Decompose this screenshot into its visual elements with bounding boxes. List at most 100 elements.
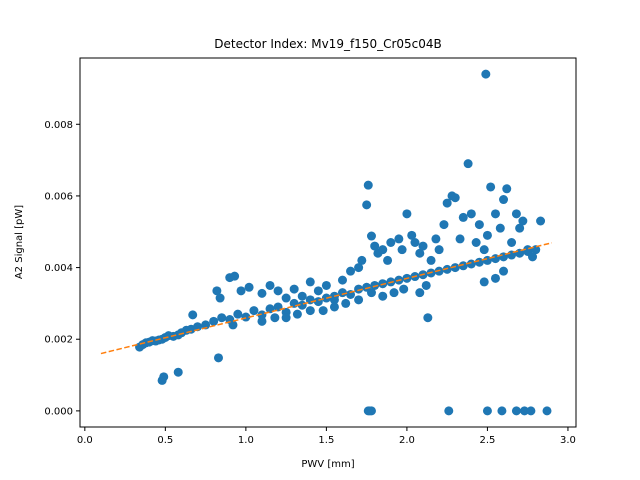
data-point	[257, 316, 267, 326]
data-point	[542, 406, 552, 416]
data-point	[362, 200, 372, 210]
data-point	[341, 298, 351, 308]
data-point	[366, 231, 376, 241]
data-point	[215, 293, 225, 303]
data-point	[526, 406, 536, 416]
data-point	[518, 216, 528, 226]
x-tick-label: 0.0	[77, 435, 93, 446]
data-point	[193, 322, 203, 332]
data-point	[458, 261, 468, 271]
data-points	[135, 69, 552, 416]
data-point	[217, 313, 227, 323]
data-point	[466, 209, 476, 219]
x-tick-label: 0.5	[157, 435, 173, 446]
data-point	[212, 286, 222, 296]
data-point	[431, 234, 441, 244]
data-point	[511, 209, 521, 219]
data-point	[474, 257, 484, 267]
x-tick-label: 1.0	[238, 435, 254, 446]
data-point	[486, 182, 496, 192]
data-point	[228, 320, 238, 330]
data-point	[490, 209, 500, 219]
data-point	[270, 313, 280, 323]
data-point	[499, 266, 509, 276]
data-point	[450, 193, 460, 203]
data-point	[439, 220, 449, 230]
data-point	[394, 234, 404, 244]
data-point	[329, 295, 339, 305]
data-point	[305, 306, 315, 316]
x-tick-label: 2.5	[479, 435, 495, 446]
data-point	[257, 310, 267, 320]
data-point	[329, 302, 339, 312]
data-point	[188, 310, 198, 320]
data-point	[497, 406, 507, 416]
data-point	[346, 266, 356, 276]
data-point	[236, 286, 246, 296]
y-tick-label: 0.006	[44, 191, 73, 202]
data-point	[528, 252, 538, 262]
data-point	[479, 277, 489, 287]
x-axis-label: PWV [mm]	[301, 459, 354, 470]
data-point	[249, 306, 259, 316]
data-point	[318, 306, 328, 316]
y-tick-label: 0.004	[44, 263, 73, 274]
data-point	[421, 280, 431, 290]
data-point	[173, 367, 183, 377]
data-point	[354, 295, 364, 305]
data-point	[230, 271, 240, 281]
plot-frame	[79, 57, 577, 428]
data-point	[415, 248, 425, 258]
data-point	[399, 284, 409, 294]
y-tick-label: 0.000	[44, 406, 73, 417]
data-point	[511, 406, 521, 416]
data-point	[466, 259, 476, 269]
data-point	[244, 282, 254, 292]
data-point	[463, 159, 473, 169]
data-point	[313, 286, 323, 296]
data-point	[354, 284, 364, 294]
y-axis-label: A2 Signal [pW]	[14, 205, 25, 279]
data-point	[297, 291, 307, 301]
data-point	[442, 264, 452, 274]
data-point	[378, 291, 388, 301]
data-point	[410, 238, 420, 247]
data-point	[515, 223, 525, 233]
data-point	[378, 245, 388, 255]
fit-line-group	[100, 242, 553, 355]
data-point	[407, 230, 417, 240]
data-point	[386, 238, 396, 247]
y-tick-label: 0.008	[44, 120, 73, 131]
x-tick-label: 3.0	[560, 435, 576, 446]
data-point	[357, 255, 367, 265]
y-tick-label: 0.002	[44, 335, 73, 346]
data-point	[482, 230, 492, 240]
data-point	[354, 263, 364, 273]
data-point	[471, 238, 481, 247]
data-point	[499, 195, 509, 205]
data-point	[213, 353, 223, 363]
data-point	[426, 255, 436, 265]
data-point	[490, 273, 500, 283]
data-point	[363, 180, 373, 190]
data-point	[201, 320, 211, 330]
chart-title: Detector Index: Mv19_f150_Cr05c04B	[214, 37, 442, 51]
x-tick-label: 1.5	[318, 435, 334, 446]
data-point	[281, 313, 291, 323]
data-point	[305, 277, 315, 287]
x-tick-label: 2.0	[399, 435, 415, 446]
data-point	[442, 198, 452, 208]
data-point	[366, 406, 376, 416]
x-axis-ticks: 0.0 0.5 1.0 1.5 2.0 2.5 3.0	[77, 427, 576, 446]
data-point	[481, 69, 491, 79]
data-point	[159, 372, 169, 382]
data-point	[370, 280, 380, 290]
data-point	[455, 234, 465, 244]
y-axis-ticks: 0.000 0.002 0.004 0.006 0.008	[44, 120, 80, 417]
fit-line	[100, 242, 553, 355]
data-point	[337, 275, 347, 285]
data-point	[273, 286, 283, 296]
data-point	[233, 309, 243, 319]
